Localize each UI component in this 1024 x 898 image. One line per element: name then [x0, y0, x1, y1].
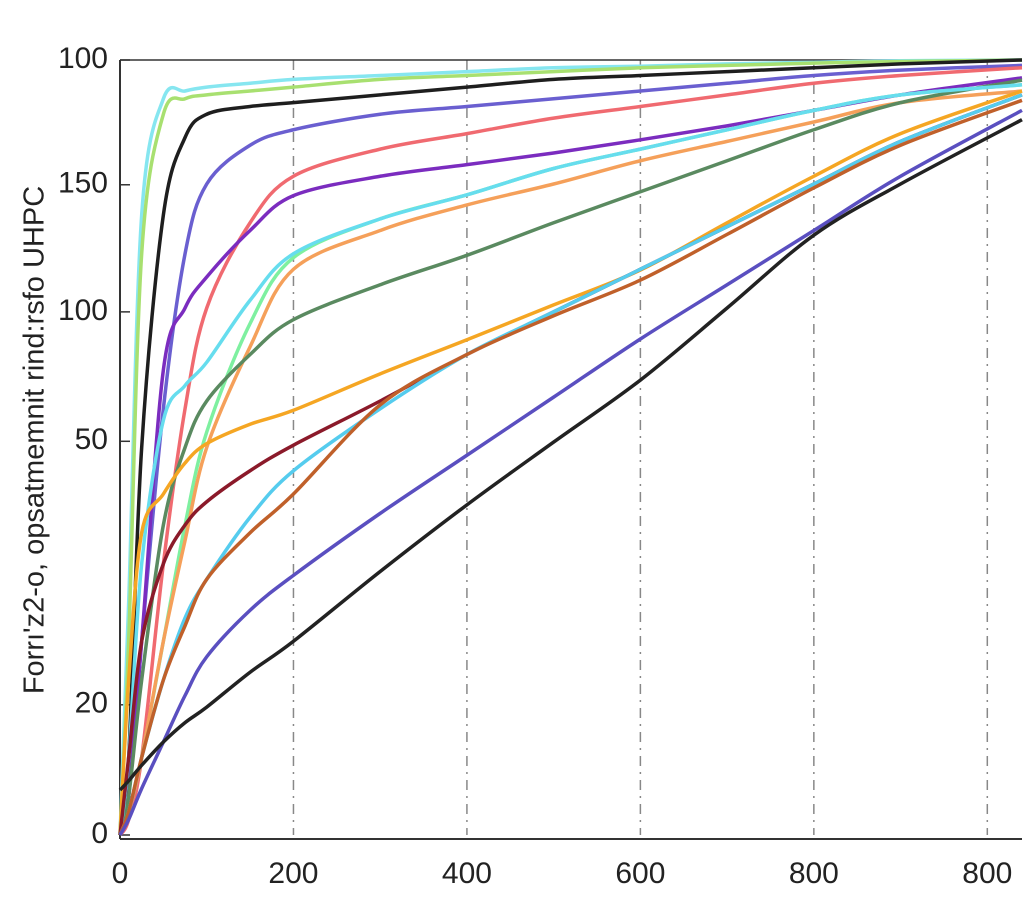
y-axis-title: Forrı'z2-o, opsatmemnit rind:rsfo UHPC	[19, 186, 51, 694]
line-series	[118, 98, 1023, 836]
y-tick-label: 100	[58, 294, 108, 327]
line-series	[118, 58, 1023, 836]
x-tick-label: 200	[268, 857, 318, 890]
x-tick-label: 800	[789, 857, 839, 890]
x-tick-label: 0	[112, 857, 129, 890]
line-series	[118, 108, 1023, 836]
line-series	[118, 58, 1023, 836]
line-series	[118, 93, 1023, 836]
y-tick-label: 0	[91, 817, 108, 850]
y-tick-label: 20	[75, 687, 108, 720]
x-tick-label: 800	[962, 857, 1012, 890]
y-tick-label: 50	[75, 423, 108, 456]
line-series	[118, 93, 1023, 836]
x-tick-label: 400	[442, 857, 492, 890]
line-series	[118, 89, 1023, 836]
y-tick-label: 150	[58, 167, 108, 200]
line-series	[118, 89, 1023, 836]
line-series	[118, 83, 1023, 836]
line-series	[118, 66, 1023, 837]
line-series	[118, 58, 1023, 836]
line-series	[118, 83, 1023, 836]
line-series	[118, 78, 1023, 836]
x-tick-label: 600	[615, 857, 665, 890]
y-tick-label: 100	[58, 42, 108, 75]
line-series	[118, 118, 1023, 792]
